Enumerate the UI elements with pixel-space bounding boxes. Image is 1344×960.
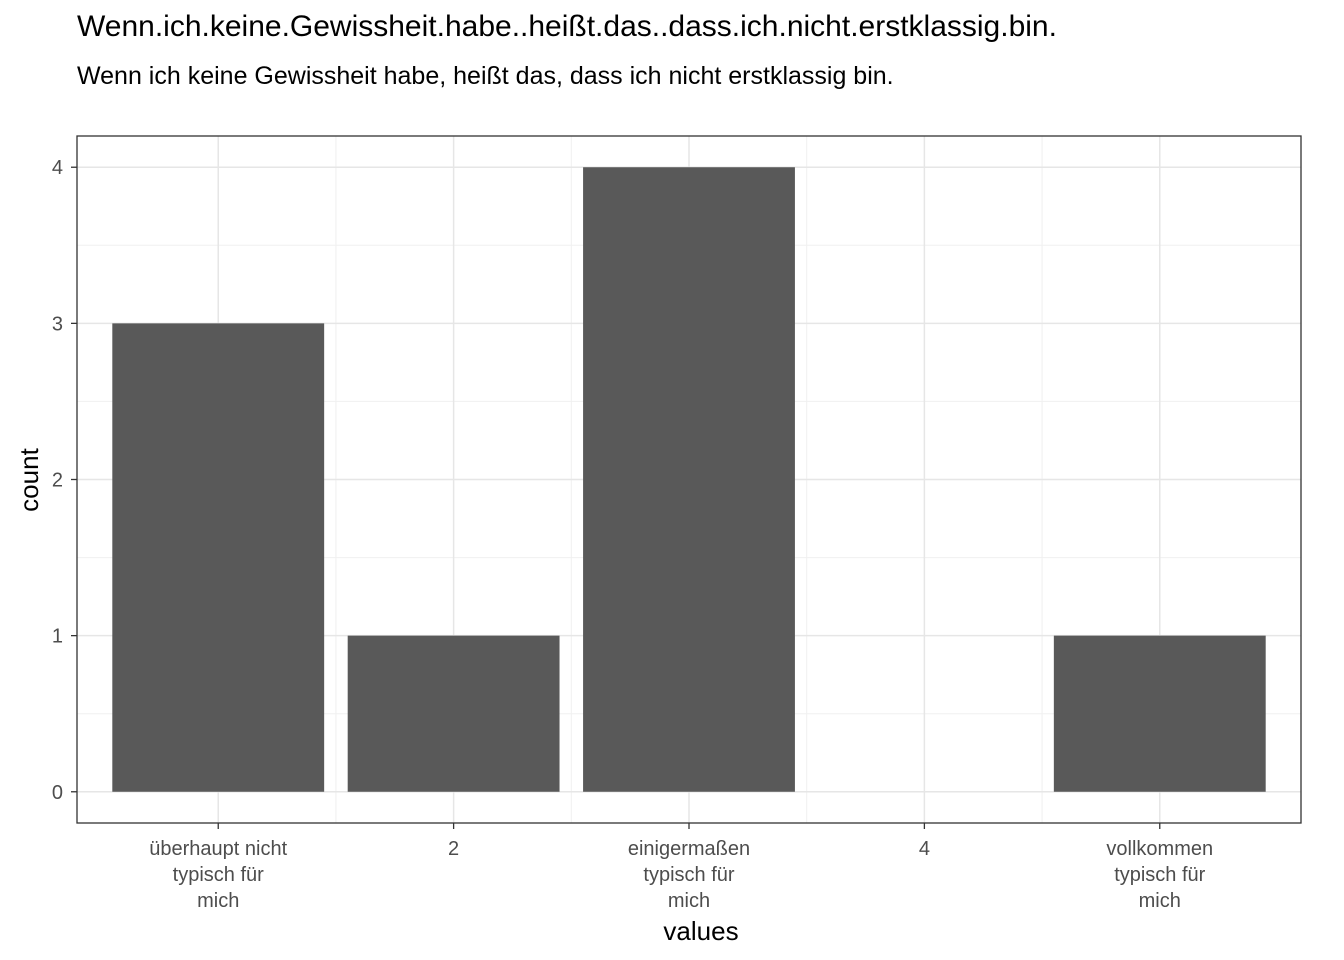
x-axis-ticks: überhaupt nicht typisch für mich 2 einigerma… bbox=[149, 823, 1213, 912]
y-axis-label: count bbox=[14, 447, 44, 511]
bars bbox=[112, 167, 1266, 792]
chart-title: Wenn.ich.keine.Gewissheit.habe..heißt.da… bbox=[77, 10, 1057, 43]
bar bbox=[1053, 635, 1266, 792]
x-tick-label: überhaupt nicht typisch für mich bbox=[149, 838, 287, 912]
chart-subtitle: Wenn ich keine Gewissheit habe, heißt da… bbox=[77, 62, 894, 90]
y-tick-label: 1 bbox=[52, 626, 63, 648]
y-tick-label: 4 bbox=[52, 157, 63, 179]
y-tick-label: 2 bbox=[52, 470, 63, 492]
x-axis-label: values bbox=[663, 916, 738, 946]
bar bbox=[347, 635, 560, 792]
y-axis-ticks: 0 1 2 3 4 bbox=[52, 157, 77, 804]
bar bbox=[583, 167, 795, 792]
x-tick-label: einigermaßen typisch für mich bbox=[628, 838, 750, 912]
bar bbox=[112, 323, 325, 792]
y-tick-label: 0 bbox=[52, 782, 63, 804]
x-tick-label: 4 bbox=[919, 838, 930, 860]
y-tick-label: 3 bbox=[52, 313, 63, 335]
x-tick-label: 2 bbox=[448, 838, 459, 860]
x-tick-label: vollkommen typisch für mich bbox=[1106, 838, 1213, 912]
